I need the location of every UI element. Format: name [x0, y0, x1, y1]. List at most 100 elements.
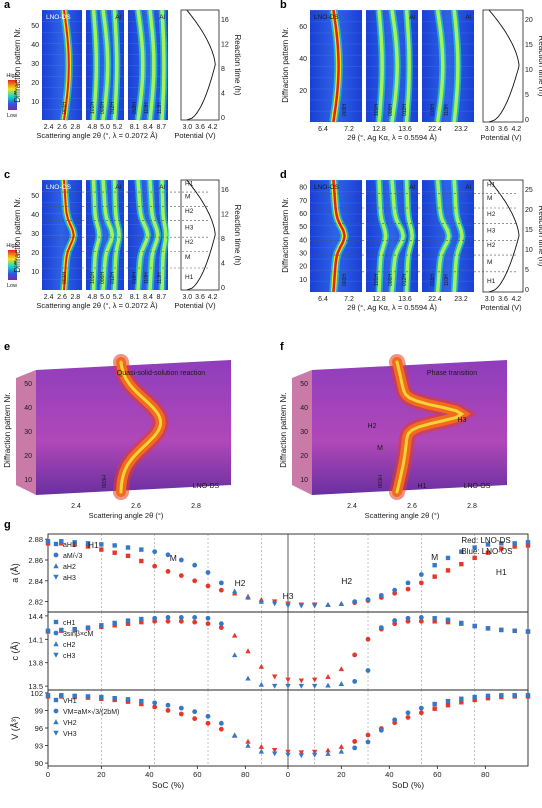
- surface-plot-f: [292, 354, 507, 500]
- heatmap-strip-d-3-band: [422, 180, 474, 181]
- legend-entry: aM/√3: [63, 552, 83, 560]
- data-point-g-bottom-ds: [271, 748, 278, 753]
- x-axis-title-b: 2θ (°, Ag Kα, λ = 0.5594 Å): [347, 133, 437, 142]
- data-point-g-top-ds: [418, 580, 424, 586]
- heatmap-strip-b-3-band: [422, 43, 474, 45]
- x-tick-label: 3.0: [182, 124, 192, 131]
- phase-label-g: M: [170, 553, 177, 563]
- data-point-g-bottom-os: [485, 693, 491, 699]
- data-point-g-middle-os: [459, 620, 464, 626]
- heatmap-strip-a-3-band: [128, 65, 168, 66]
- data-point-g-top-ds: [165, 569, 171, 574]
- x-tick-label: 3.6: [498, 296, 508, 303]
- x-tick-label: 2.4: [44, 294, 54, 301]
- data-point-g-top-os: [459, 549, 464, 554]
- heatmap-strip-c-3-band: [128, 213, 168, 214]
- heatmap-strip-d-3-band: [422, 213, 474, 215]
- y-tick-label: 2.84: [28, 577, 43, 586]
- data-point-g-bottom-os: [152, 700, 158, 706]
- x-axis-title-d: 2θ (°, Ag Kα, λ = 0.5594 Å): [347, 303, 437, 312]
- y-tick-d: 60: [299, 211, 307, 218]
- panel-letter-g: g: [4, 519, 11, 531]
- data-point-g-bottom-os: [125, 697, 131, 702]
- heatmap-strip-a-3-band: [128, 54, 168, 55]
- colorbar-a: [8, 80, 17, 110]
- ridge-crest: [395, 360, 465, 494]
- data-point-g-top-os: [445, 555, 451, 561]
- data-point-g-bottom-ds: [352, 739, 358, 744]
- x-tick-label: 4.2: [208, 124, 218, 131]
- data-point-g-top-os: [45, 539, 51, 544]
- heatmap-strip-a-3-band: [128, 98, 168, 99]
- data-point-g-middle-os: [311, 683, 318, 689]
- heatmap-strip-b-2-peak-mid: [390, 9, 399, 123]
- heatmap-strip-c-3-peak-mid: [148, 179, 160, 291]
- x-tick-label: 12.8: [372, 296, 386, 303]
- x-tick-e: 2.4: [71, 503, 81, 510]
- legend-marker: [53, 619, 59, 625]
- data-point-g-middle-ds: [178, 618, 184, 624]
- heatmap-strip-a-1-band: [42, 87, 82, 88]
- y-tick-c: 10: [31, 269, 39, 276]
- data-point-g-middle-os: [165, 615, 171, 620]
- x-tick-label: 23.2: [454, 126, 468, 133]
- sample-tag-d: LNO-OS: [314, 184, 340, 191]
- data-point-g-middle-os: [325, 682, 331, 688]
- hkl-label: 012H: [402, 104, 408, 116]
- y-tick-d: 30: [299, 250, 307, 257]
- legend-marker: [53, 719, 59, 725]
- y-tick-c: 20: [31, 250, 39, 257]
- phase-label: M: [487, 195, 492, 202]
- data-point-g-bottom-ds: [139, 701, 144, 707]
- hkl-label: 003H: [342, 274, 348, 286]
- y-tick-label: 93: [35, 742, 43, 751]
- data-point-g-top-ds: [205, 583, 211, 589]
- legend-entry: VM=aM×√3/(2bM): [63, 708, 119, 716]
- data-point-g-middle-ds: [365, 636, 371, 642]
- hkl-label: 003H: [62, 102, 68, 114]
- x-axis-title-c: Scattering angle 2θ (°, λ = 0.2072 Å): [36, 301, 158, 310]
- y-tick-b: 40: [299, 56, 307, 63]
- phase-label-g: H2: [341, 576, 352, 586]
- x-tick-label: 2.8: [70, 124, 80, 131]
- surface-plot-e: [16, 354, 231, 500]
- heatmap-strip-c-1-band: [42, 213, 82, 214]
- y-tick-label: 14.1: [28, 635, 43, 644]
- x-tick-label: 6.4: [318, 126, 328, 133]
- legend-entry: VH1: [63, 698, 77, 705]
- data-point-g-top-ds: [525, 543, 531, 548]
- data-point-g-top-os: [205, 570, 211, 575]
- x-tick-label: 5.0: [100, 124, 110, 131]
- heatmap-strip-a-3-band: [128, 32, 168, 33]
- phase-label: H2: [487, 211, 496, 218]
- y-tick-e: 50: [24, 381, 32, 388]
- x-tick-e: 2.8: [191, 503, 201, 510]
- x-tick-label: 5.2: [113, 124, 123, 131]
- x-axis-title-a: Scattering angle 2θ (°, λ = 0.2072 Å): [36, 131, 158, 140]
- data-point-g-top-os: [418, 572, 424, 577]
- data-point-g-middle-os: [192, 615, 198, 620]
- data-point-g-bottom-ds: [485, 695, 491, 701]
- data-point-g-middle-os: [231, 652, 238, 658]
- al-tag: Al: [465, 14, 471, 21]
- data-point-g-middle-ds: [418, 618, 424, 624]
- time-tick: 10: [525, 247, 533, 254]
- time-tick: 4: [221, 261, 225, 268]
- phase-label-g: H1: [88, 540, 99, 550]
- x-axis-title-sod: SoD (%): [392, 780, 424, 790]
- data-point-g-top-os: [165, 552, 171, 558]
- data-point-g-middle-ds: [192, 619, 198, 625]
- heatmap-strip-a-3-band: [128, 43, 168, 44]
- data-point-g-top-os: [298, 603, 305, 609]
- data-point-g-top-os: [178, 557, 184, 563]
- hkl-label: 101H: [90, 102, 96, 114]
- data-point-g-bottom-os: [85, 694, 91, 699]
- heatmap-strip-c-2-peak-mid: [112, 179, 121, 291]
- data-point-g-top-os: [432, 563, 437, 568]
- time-tick: 16: [221, 187, 229, 194]
- time-tick: 5: [525, 267, 529, 274]
- data-point-g-bottom-ds: [311, 749, 318, 755]
- x-tick-label: 5.0: [100, 294, 110, 301]
- data-point-g-middle-ds: [311, 677, 318, 683]
- legend-entry: aH1: [63, 542, 76, 549]
